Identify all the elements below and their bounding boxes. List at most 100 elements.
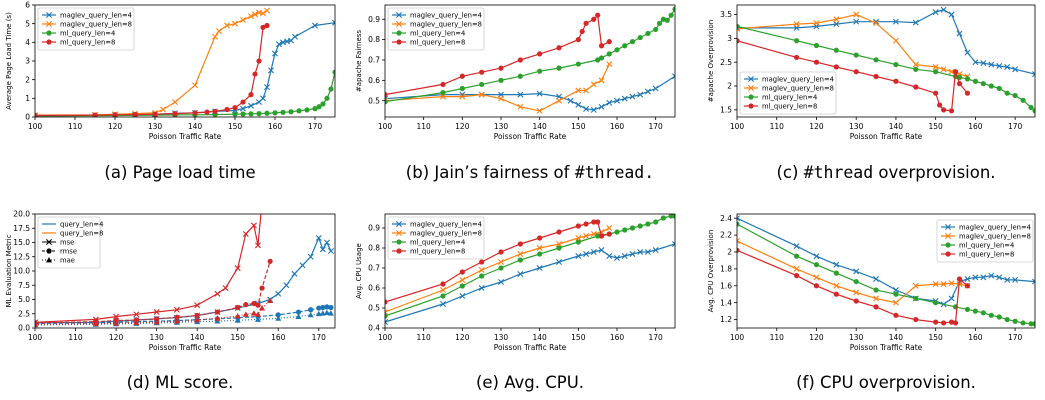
data-point [459, 277, 466, 283]
data-point [912, 19, 919, 26]
data-point [556, 97, 562, 104]
data-point [291, 270, 298, 277]
data-point [853, 298, 859, 304]
data-point [172, 99, 178, 106]
data-point [1004, 63, 1011, 70]
x-tick-label: 120 [109, 333, 124, 342]
data-point [260, 24, 266, 30]
data-point [629, 225, 636, 231]
data-point [35, 112, 38, 117]
data-point [133, 311, 140, 318]
legend-label: maglev_query_len=8 [762, 85, 834, 93]
data-point [275, 312, 281, 318]
data-point [240, 16, 246, 23]
legend-entry: maglev_query_len=8 [941, 233, 1031, 241]
data-point [932, 63, 939, 70]
caption: (d) ML score. [127, 373, 234, 392]
data-point [517, 257, 523, 263]
data-point [645, 221, 651, 227]
legend-marker [748, 94, 754, 100]
chart-f: 100 110 120 130 140 150 160 170 1.2 1.4 1.6 1.8 2 2.2… [707, 213, 1036, 392]
plot-frame [384, 4, 676, 118]
caption: (e) Avg. CPU. [476, 373, 584, 392]
x-tick-label: 140 [188, 122, 203, 131]
legend-marker [396, 239, 402, 245]
data-point [152, 111, 158, 117]
x-tick-label: 130 [494, 333, 509, 342]
data-point [517, 271, 524, 277]
data-point [956, 30, 963, 37]
data-point [263, 200, 268, 205]
data-point [234, 265, 241, 272]
legend-entry: ml_query_len=4 [392, 30, 465, 38]
data-point [956, 81, 963, 87]
legend-marker [945, 233, 951, 239]
data-point [248, 92, 254, 98]
legend-marker [945, 242, 951, 248]
chart-d: 100 110 120 130 140 150 160 170 0.0 2.5 5.0 7.5 10.0… [5, 200, 336, 392]
y-tick-label: 20.0 [13, 210, 30, 219]
data-point [972, 78, 979, 84]
data-point [833, 261, 840, 268]
data-point [1028, 321, 1034, 327]
data-point [133, 319, 140, 325]
data-point [892, 287, 899, 293]
data-point [590, 106, 597, 113]
data-point [498, 65, 504, 71]
y-tick-label: 0.4 [368, 324, 380, 333]
x-tick-label: 100 [730, 122, 745, 131]
data-point [320, 101, 326, 107]
series-blue-^ [35, 309, 334, 328]
series-maglev_query_len=4 [737, 215, 1035, 308]
x-tick-label: 140 [889, 122, 904, 131]
y-tick-label: 2.5 [18, 309, 30, 318]
x-tick-label: 150 [929, 122, 944, 131]
chart-a: 100 110 120 130 140 150 160 170 0 1 2 3 4 5 6 Poisson T… [5, 1, 336, 182]
data-point [964, 76, 971, 82]
data-point [323, 309, 330, 316]
data-point [833, 16, 840, 23]
data-point [250, 310, 257, 316]
data-point [606, 225, 613, 231]
data-point [255, 302, 261, 308]
data-point [556, 259, 562, 265]
y-tick-label: 0.6 [368, 284, 380, 293]
data-point [1004, 90, 1010, 96]
data-point [575, 87, 582, 94]
data-point [276, 41, 282, 48]
data-point [440, 93, 446, 100]
legend-label: maglev_query_len=8 [410, 21, 482, 29]
data-point [591, 219, 597, 225]
data-point [267, 258, 273, 264]
data-point [948, 68, 955, 75]
data-point [478, 285, 485, 291]
legend-marker [396, 21, 402, 27]
data-point [948, 280, 955, 287]
plot-frame [34, 213, 336, 329]
x-tick-label: 170 [1008, 122, 1023, 131]
data-point [932, 9, 939, 16]
legend-label: mae [60, 257, 75, 265]
plot-frame [736, 213, 1036, 329]
y-tick-label: 10.0 [13, 267, 30, 276]
data-point [737, 215, 740, 222]
legend-entry: maglev_query_len=8 [392, 21, 482, 29]
data-point [1004, 276, 1011, 283]
data-point [873, 295, 880, 302]
data-point [996, 274, 1003, 281]
caption-text: (f) CPU overprovision. [796, 373, 976, 392]
data-point [952, 69, 959, 75]
data-point [595, 12, 601, 18]
y-tick-label: 2 [727, 248, 732, 257]
y-axis-label: Avg. CPU Overprovision [707, 230, 715, 313]
y-tick-label: 5.0 [18, 295, 30, 304]
data-point [583, 221, 589, 227]
y-axis-label: Average Page Load Time (s) [5, 12, 13, 110]
data-point [595, 219, 601, 225]
data-point [1032, 108, 1035, 114]
series-maglev_query_len=4 [385, 241, 675, 325]
data-point [652, 85, 659, 92]
data-point [1032, 321, 1035, 327]
